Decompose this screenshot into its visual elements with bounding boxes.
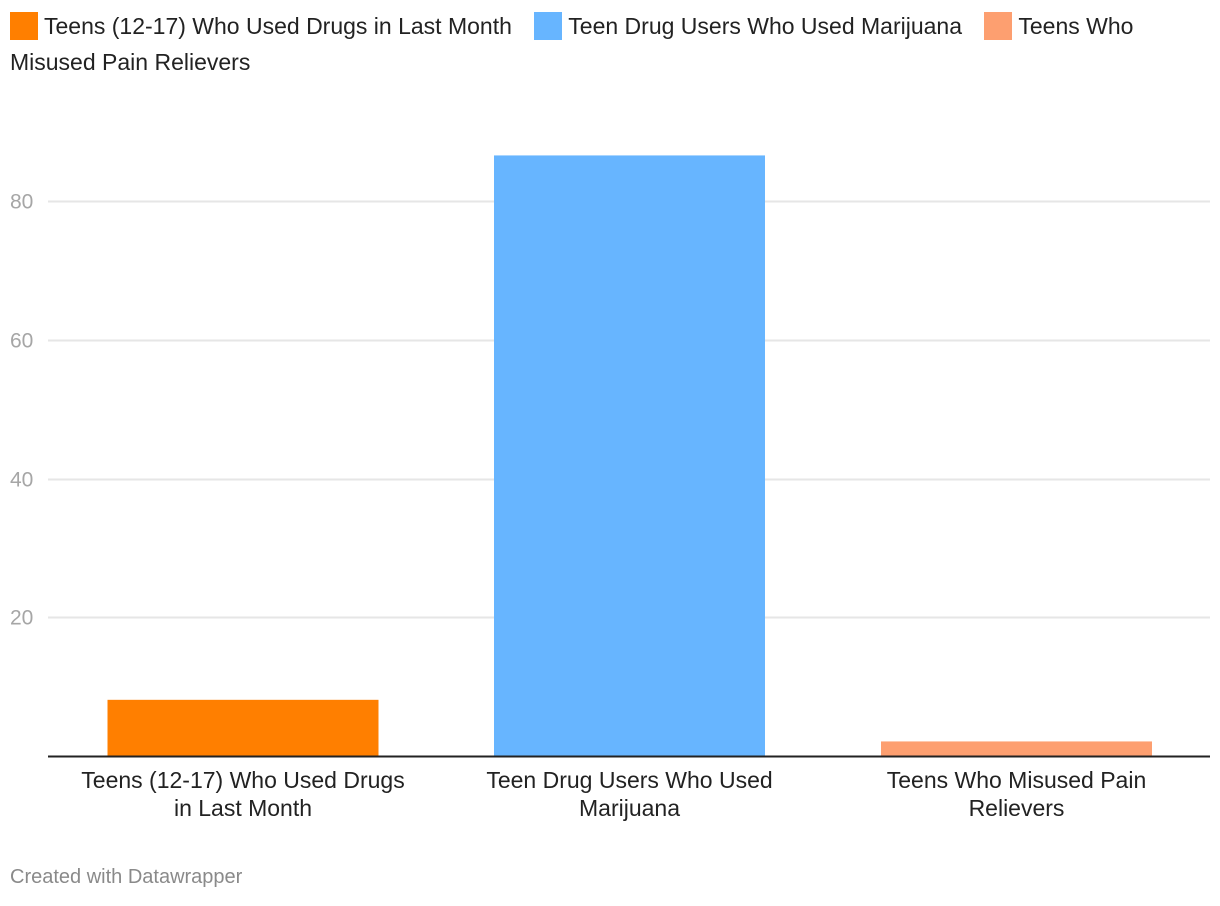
bar — [881, 741, 1152, 756]
y-tick-label: 60 — [10, 330, 33, 353]
legend-swatch — [984, 12, 1013, 40]
legend-label: Teens Who Misused Pain Relievers — [10, 13, 1134, 75]
y-tick-label: 80 — [10, 191, 33, 214]
y-tick-label: 20 — [10, 607, 33, 630]
legend-item: Teens (12-17) Who Used Drugs in Last Mon… — [10, 12, 512, 40]
legend-swatch — [534, 12, 563, 40]
legend-item: Teens Who Misused Pain Relievers — [10, 12, 1134, 75]
bar — [107, 699, 379, 756]
y-tick-label: 40 — [10, 469, 33, 492]
legend-swatch — [10, 12, 38, 40]
bars — [107, 155, 1152, 756]
x-category-label: Teen Drug Users Who Used — [486, 767, 772, 793]
x-category-label: in Last Month — [174, 795, 312, 821]
x-category-label: Marijuana — [579, 795, 680, 821]
x-category-label: Relievers — [969, 795, 1065, 821]
bar — [494, 155, 765, 756]
chart-legend: Teens (12-17) Who Used Drugs in Last Mon… — [10, 8, 1200, 80]
legend-item: Teen Drug Users Who Used Marijuana — [534, 12, 962, 40]
legend-label: Teen Drug Users Who Used Marijuana — [568, 13, 962, 39]
x-category-label: Teens (12-17) Who Used Drugs — [81, 767, 404, 793]
x-category-label: Teens Who Misused Pain — [887, 767, 1147, 793]
y-axis-ticks: 20 40 60 80 — [10, 191, 33, 630]
legend-label: Teens (12-17) Who Used Drugs in Last Mon… — [44, 13, 512, 39]
chart-credit: Created with Datawrapper — [10, 866, 243, 888]
